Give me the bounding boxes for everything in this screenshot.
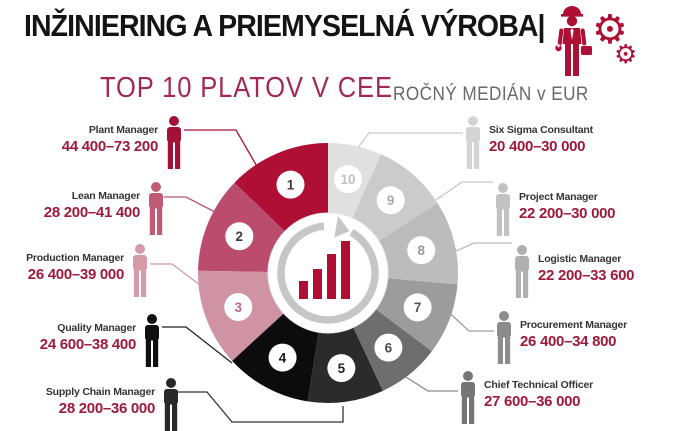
role-salary-range: 27 600–36 000: [484, 393, 581, 410]
growth-bar-2: [311, 267, 324, 301]
role-label-lean-manager: Lean Manager 28 200–41 400: [0, 178, 166, 236]
page-title: INŽINIERING A PRIEMYSELNÁ VÝROBA|: [24, 8, 546, 43]
role-salary-range: 26 400–39 000: [27, 266, 125, 283]
rank-badge-7: [403, 293, 432, 322]
role-title: Supply Chain Manager: [45, 386, 155, 398]
connector-line-rank-6: [397, 371, 458, 392]
connector-line-rank-8: [453, 242, 512, 253]
rank-badge-8: [407, 236, 436, 265]
role-title: Procurement Manager: [520, 319, 628, 331]
role-label-supply-chain-manager: Supply Chain Manager 28 200–36 000: [12, 374, 181, 431]
role-label-quality-manager: Quality Manager 24 600–38 400: [0, 310, 162, 368]
role-title: Production Manager: [26, 252, 124, 264]
role-salary-range: 22 200–30 000: [519, 205, 616, 222]
connector-line-rank-9: [435, 181, 493, 201]
person-icon: [145, 314, 159, 367]
person-icon: [466, 116, 480, 169]
engineer-worker-icon: [555, 6, 592, 76]
engineer-icon-group: ⚙ ⚙: [550, 2, 680, 84]
person-icon: [496, 183, 510, 236]
rank-badge-10: [333, 165, 362, 194]
role-label-chief-technical-officer: Chief Technical Officer 27 600–36 000: [458, 367, 593, 425]
gear-icon-small: ⚙: [614, 40, 638, 70]
role-label-production-manager: Production Manager 26 400–39 000: [0, 240, 150, 298]
role-salary-range: 28 200–41 400: [43, 204, 141, 221]
rank-badge-number: 6: [385, 340, 393, 355]
role-label-plant-manager: Plant Manager 44 400–73 200: [8, 112, 184, 170]
rank-badge-number: 3: [234, 300, 242, 315]
growth-bar-4: [339, 239, 352, 301]
rank-badge-number: 5: [338, 361, 346, 376]
rank-badge-1: [276, 170, 305, 199]
connector-line-rank-4: [162, 326, 233, 364]
growth-bar-1: [297, 279, 310, 301]
role-title: Six Sigma Consultant: [489, 124, 593, 136]
connector-line-rank-7: [442, 306, 494, 332]
chart-subtitle: ROČNÝ MEDIÁN v EUR: [393, 83, 589, 105]
rank-badge-number: 9: [387, 193, 395, 208]
role-title: Plant Manager: [88, 124, 158, 136]
rank-badge-number: 2: [236, 229, 244, 244]
role-title: Lean Manager: [71, 190, 140, 202]
role-label-procurement-manager: Procurement Manager 26 400–34 800: [494, 307, 627, 365]
rank-badge-number: 10: [340, 172, 355, 187]
role-label-logistic-manager: Logistic Manager 22 200–33 600: [512, 241, 635, 299]
connector-line-rank-10: [356, 132, 463, 150]
rank-badge-4: [268, 343, 297, 372]
role-salary-range: 26 400–34 800: [520, 333, 617, 350]
rank-badge-9: [376, 186, 405, 215]
role-title: Logistic Manager: [538, 253, 622, 265]
role-label-project-manager: Project Manager 22 200–30 000: [493, 179, 616, 237]
rank-badge-number: 1: [287, 177, 295, 192]
chart-title: TOP 10 PLATOV V CEE: [100, 72, 393, 104]
role-salary-range: 20 400–30 000: [489, 138, 586, 155]
role-title: Quality Manager: [57, 322, 136, 334]
rank-badge-6: [374, 333, 403, 362]
role-salary-range: 24 600–38 400: [39, 336, 137, 353]
person-icon: [497, 311, 511, 364]
rank-badge-number: 4: [279, 350, 287, 365]
person-icon: [149, 182, 163, 235]
gear-icon-large: ⚙: [592, 7, 628, 53]
rank-badge-5: [327, 354, 356, 383]
role-salary-range: 28 200–36 000: [58, 400, 156, 417]
person-icon: [133, 244, 147, 297]
connector-line-rank-5: [177, 391, 344, 423]
person-icon: [461, 371, 475, 424]
circular-arrow-ring: [277, 222, 379, 324]
role-salary-range: 22 200–33 600: [538, 267, 635, 284]
person-icon: [167, 116, 181, 169]
person-icon: [164, 378, 178, 431]
role-salary-range: 44 400–73 200: [61, 138, 159, 155]
person-icon: [515, 245, 529, 298]
circular-arrow-head: [334, 215, 350, 238]
role-title: Project Manager: [519, 191, 598, 203]
growth-bar-3: [325, 252, 338, 301]
role-label-six-sigma-consultant: Six Sigma Consultant 20 400–30 000: [463, 112, 593, 170]
role-title: Chief Technical Officer: [484, 379, 593, 391]
rank-badge-3: [224, 293, 253, 322]
rank-badge-number: 7: [414, 300, 422, 315]
rank-badge-number: 8: [417, 243, 425, 258]
rank-badge-2: [225, 222, 254, 251]
